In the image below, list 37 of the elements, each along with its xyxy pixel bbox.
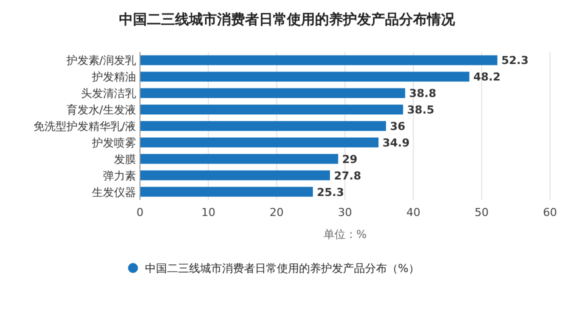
x-tick-label: 30 [338, 206, 352, 219]
x-tick-label: 20 [270, 206, 284, 219]
x-tick-label: 40 [406, 206, 420, 219]
x-tick-label: 0 [136, 206, 144, 219]
data-label: 48.2 [473, 70, 501, 84]
bar [140, 121, 386, 131]
chart-title: 中国二三线城市消费者日常使用的养护发产品分布情况 [119, 11, 456, 28]
bar [140, 186, 313, 197]
bar [140, 138, 378, 148]
y-tick-label: 育发水/生发液 [66, 104, 136, 117]
x-tick-label: 60 [543, 206, 557, 219]
x-tick-label: 10 [201, 206, 216, 219]
y-tick-label: 免洗型护发精华乳/液 [33, 120, 136, 133]
bar [140, 154, 338, 164]
y-tick-label: 发膜 [114, 152, 136, 166]
y-tick-label: 弹力素 [103, 169, 136, 182]
data-label: 38.5 [407, 104, 434, 117]
data-label: 29 [342, 152, 358, 166]
data-label: 38.8 [409, 87, 436, 100]
data-label: 52.3 [501, 54, 529, 68]
y-tick-label: 护发喷雾 [91, 136, 136, 150]
data-label: 36 [390, 120, 406, 133]
data-label: 27.8 [334, 169, 362, 182]
x-tick-label: 50 [474, 206, 489, 219]
bar [140, 104, 404, 114]
data-label: 25.3 [316, 186, 344, 199]
legend-label: 中国二三线城市消费者日常使用的养护发产品分布（%） [145, 262, 420, 275]
y-tick-label: 头发清洁乳 [81, 87, 136, 100]
bar [140, 88, 406, 98]
bar [140, 72, 470, 82]
y-tick-label: 护发素/润发乳 [65, 54, 136, 68]
bar [140, 55, 498, 66]
y-tick-label: 护发精油 [91, 70, 136, 84]
y-tick-label: 生发仪器 [92, 186, 136, 199]
x-axis-title: 单位：% [323, 228, 367, 241]
data-label: 34.9 [382, 136, 410, 150]
bar [140, 170, 330, 180]
